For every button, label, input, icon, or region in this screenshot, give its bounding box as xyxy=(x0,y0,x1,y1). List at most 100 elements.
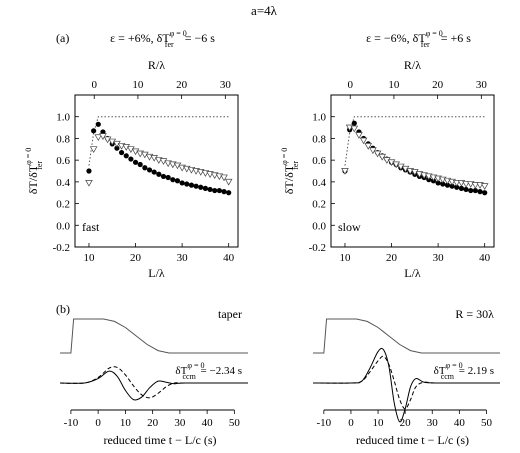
data-point-circle xyxy=(165,174,171,181)
data-point-circle xyxy=(174,178,181,184)
part-a-label: (a) xyxy=(56,31,69,45)
plot-frame xyxy=(74,94,239,248)
data-point-circle xyxy=(463,186,469,193)
x-axis-label: L/λ xyxy=(404,266,421,280)
panel-annotation: δTφ = 0 ccm = −2.34 s xyxy=(175,361,242,381)
data-point-circle xyxy=(444,182,451,188)
data-point-triangle xyxy=(350,125,359,133)
data-point-circle xyxy=(221,189,227,195)
waveform-solid xyxy=(59,370,249,401)
annotation-value: = 2.19 s xyxy=(456,365,494,377)
data-point-circle xyxy=(100,129,106,135)
panel-heading: ε = +6%, δTφ = 0 fer = −6 s xyxy=(110,29,215,49)
annotation-sub: ccm xyxy=(441,372,455,381)
heading-sup: φ = 0 xyxy=(426,29,443,38)
data-point-circle xyxy=(198,184,204,190)
x-tick-label: -10 xyxy=(317,417,332,429)
y-axis-label: δT/δTφ = 0fer xyxy=(24,148,44,194)
panel-b-right: R = 30λ δTφ = 0 ccm = 2.19 s -10 0 10 20 30 40 50… xyxy=(312,307,501,447)
panel-annotation: δTφ = 0 ccm = 2.19 s xyxy=(434,361,494,381)
data-point-circle xyxy=(226,190,232,196)
top-tick-label: 30 xyxy=(476,79,488,91)
data-point-triangle xyxy=(355,132,363,139)
annotation-sup: φ = 0 xyxy=(446,361,463,370)
data-point-circle xyxy=(132,159,139,165)
data-point-circle xyxy=(170,177,176,183)
data-point-circle xyxy=(184,181,190,187)
top-tick-label: 0 xyxy=(91,79,97,91)
waveform-dashed xyxy=(59,366,248,399)
reference-line xyxy=(88,116,229,166)
data-point-circle xyxy=(137,161,143,168)
y-label-sup: φ = 0 xyxy=(24,148,33,165)
top-tick-label: 10 xyxy=(132,79,144,91)
figure-title: a=4λ xyxy=(251,3,278,18)
data-point-circle xyxy=(95,121,101,127)
top-tick-label: 30 xyxy=(220,79,232,91)
x-tick-label: 40 xyxy=(454,417,466,429)
x-tick-label: 50 xyxy=(481,417,493,429)
data-point-circle xyxy=(435,180,441,186)
data-point-triangle xyxy=(369,147,377,155)
x-tick-label: 40 xyxy=(479,252,491,264)
data-point-triangle xyxy=(471,182,480,189)
data-point-triangle xyxy=(378,153,387,161)
panel-b-left: taper δTφ = 0 ccm = −2.34 s -10 0 10 20 30 40 50 r… xyxy=(59,307,249,447)
data-point-circle xyxy=(202,185,208,191)
data-point-triangle xyxy=(99,133,107,140)
x-axis-label: reduced time t − L/c (s) xyxy=(356,433,469,447)
data-point-circle xyxy=(477,189,483,195)
data-point-circle xyxy=(212,187,218,194)
data-point-circle xyxy=(472,187,478,194)
heading-main: ε = −6%, δT xyxy=(366,31,426,45)
part-b-label: (b) xyxy=(56,302,70,316)
data-point-circle xyxy=(156,171,162,177)
y-tick-label: 0.8 xyxy=(56,133,70,145)
data-point-circle xyxy=(118,149,125,156)
panel-annotation: slow xyxy=(338,220,361,234)
annotation-value: = −2.34 s xyxy=(198,365,242,377)
panel-heading: ε = −6%, δTφ = 0 fer = +6 s xyxy=(366,29,471,49)
data-point-circle xyxy=(454,184,460,190)
data-point-triangle xyxy=(452,179,461,187)
data-point-circle xyxy=(160,173,167,180)
y-tick-label: -0.2 xyxy=(309,242,326,254)
x-tick-label: 20 xyxy=(147,417,159,429)
waveform-dashed xyxy=(312,355,501,410)
y-tick-label: 0.2 xyxy=(312,199,326,211)
data-point-circle xyxy=(114,145,120,151)
x-tick-label: 40 xyxy=(223,252,235,264)
data-point-circle xyxy=(458,185,464,191)
annotation-sup: φ = 0 xyxy=(187,361,204,370)
x-tick-label: 20 xyxy=(386,252,398,264)
x-tick-label: 30 xyxy=(177,252,189,264)
y-label-main: δT/δT xyxy=(26,164,40,194)
y-tick-label: 0.8 xyxy=(312,133,326,145)
y-tick-label: 0.4 xyxy=(312,177,326,189)
waveform-solid xyxy=(312,347,501,423)
annotation-sub: ccm xyxy=(182,372,196,381)
data-point-triangle xyxy=(94,134,103,142)
x-tick-label: 30 xyxy=(174,417,186,429)
data-point-circle xyxy=(128,156,134,162)
taper-curve xyxy=(60,318,248,354)
y-tick-label: 0.0 xyxy=(56,220,70,232)
y-label-sub: fer xyxy=(291,161,300,170)
data-point-circle xyxy=(193,183,199,189)
heading-tail: = +6 s xyxy=(438,31,472,45)
reference-line xyxy=(344,116,485,166)
heading-sup: φ = 0 xyxy=(170,29,187,38)
data-point-circle xyxy=(179,180,185,186)
y-axis-label: δT/δTφ = 0fer xyxy=(280,148,300,194)
top-axis-label: R/λ xyxy=(404,58,421,72)
y-tick-label: 0.4 xyxy=(56,177,70,189)
data-point-triangle xyxy=(224,178,233,186)
top-tick-label: 20 xyxy=(176,79,188,91)
data-point-circle xyxy=(146,167,153,173)
x-tick-label: 10 xyxy=(120,417,132,429)
data-point-circle xyxy=(449,183,455,189)
top-tick-label: 0 xyxy=(347,79,353,91)
data-point-triangle xyxy=(462,181,470,188)
